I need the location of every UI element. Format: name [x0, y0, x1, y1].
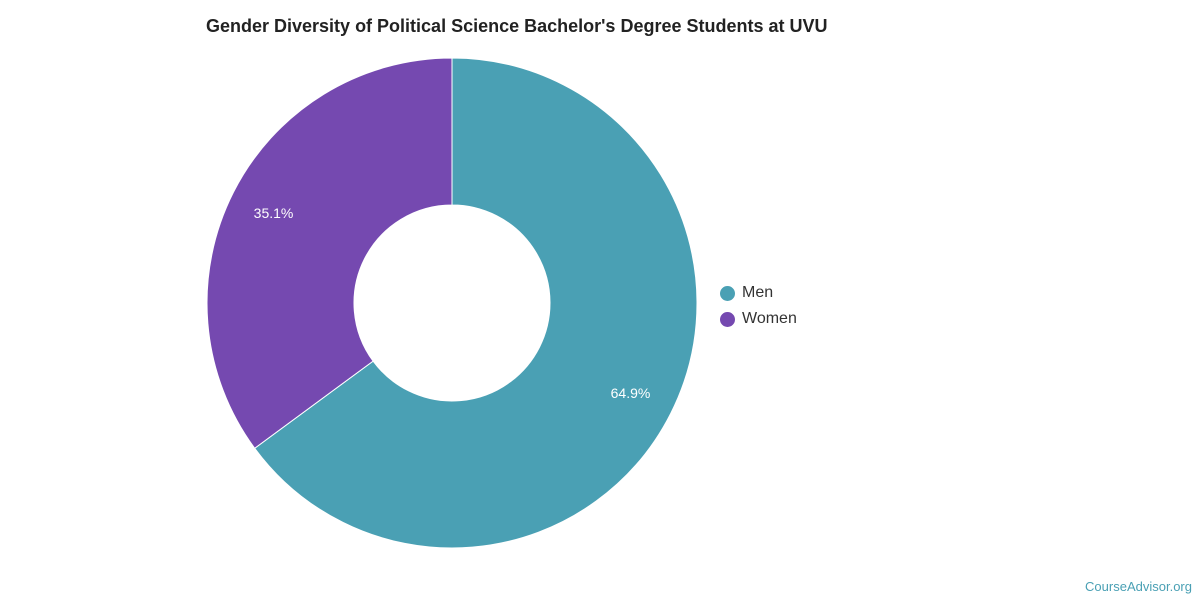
donut-slice-women[interactable] — [206, 57, 453, 449]
legend-item-women[interactable]: Women — [720, 306, 797, 332]
donut-slice-men[interactable] — [254, 57, 698, 549]
legend-label-men: Men — [742, 284, 774, 301]
data-label-women: 35.1% — [254, 205, 294, 221]
legend-label-women: Women — [742, 310, 797, 327]
legend-swatch-men — [720, 285, 735, 301]
legend-swatch-women — [720, 311, 735, 327]
chart-legend: Men Women — [720, 280, 797, 332]
watermark: CourseAdvisor.org — [1085, 579, 1192, 594]
data-label-men: 64.9% — [611, 385, 651, 401]
legend-item-men[interactable]: Men — [720, 280, 797, 306]
chart-title: Gender Diversity of Political Science Ba… — [206, 16, 828, 36]
